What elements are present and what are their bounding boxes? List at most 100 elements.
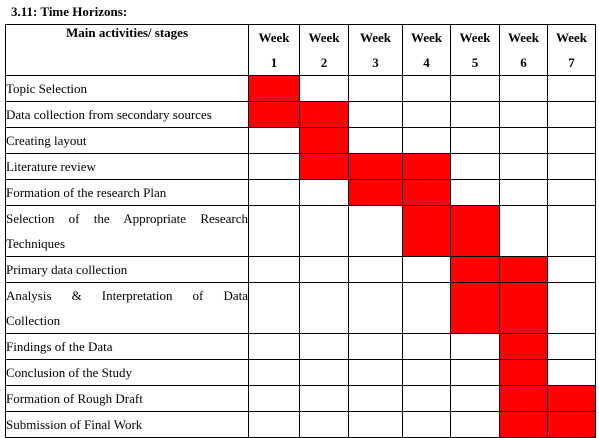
empty-week-cell (299, 411, 349, 438)
table-row: Literature review (5, 153, 596, 180)
scheduled-week-cell (499, 282, 548, 334)
empty-week-cell (299, 205, 349, 257)
empty-week-cell (248, 205, 300, 257)
activity-line: Topic Selection (6, 81, 88, 96)
empty-week-cell (299, 385, 349, 412)
scheduled-week-cell (499, 359, 548, 386)
empty-week-cell (499, 205, 548, 257)
empty-week-cell (402, 282, 451, 334)
activity-line: Formation of Rough Draft (6, 391, 143, 406)
empty-week-cell (450, 101, 500, 128)
scheduled-week-cell (348, 179, 403, 206)
scheduled-week-cell (299, 153, 349, 180)
scheduled-week-cell (299, 101, 349, 128)
header-row: Main activities/ stages Week 1 Week 2 Week 3 W… (5, 24, 596, 76)
table-row: Analysis & Interpretation of Data Collect… (5, 282, 596, 334)
activity-line: Techniques (6, 236, 66, 251)
empty-week-cell (402, 75, 451, 102)
scheduled-week-cell (402, 153, 451, 180)
scheduled-week-cell (402, 205, 451, 257)
table-row: Formation of Rough Draft (5, 385, 596, 412)
empty-week-cell (348, 205, 403, 257)
empty-week-cell (248, 359, 300, 386)
empty-week-cell (299, 75, 349, 102)
empty-week-cell (348, 282, 403, 334)
scheduled-week-cell (547, 385, 596, 412)
empty-week-cell (547, 101, 596, 128)
empty-week-cell (547, 153, 596, 180)
empty-week-cell (348, 256, 403, 283)
empty-week-cell (299, 256, 349, 283)
scheduled-week-cell (248, 75, 300, 102)
empty-week-cell (547, 359, 596, 386)
scheduled-week-cell (499, 385, 548, 412)
activity-line: Findings of the Data (6, 339, 113, 354)
activity-name: Conclusion of the Study (5, 359, 249, 386)
empty-week-cell (499, 127, 548, 154)
empty-week-cell (248, 127, 300, 154)
week-number: 6 (520, 55, 527, 70)
activity-line: Collection (6, 313, 61, 328)
table-row: Primary data collection (5, 256, 596, 283)
scheduled-week-cell (450, 282, 500, 334)
empty-week-cell (299, 179, 349, 206)
empty-week-cell (499, 179, 548, 206)
empty-week-cell (248, 385, 300, 412)
empty-week-cell (450, 75, 500, 102)
empty-week-cell (499, 101, 548, 128)
table-row: Selection of the Appropriate Research Tec… (5, 205, 596, 257)
week-header-7: Week 7 (547, 24, 596, 76)
activities-column-header: Main activities/ stages (5, 24, 249, 76)
scheduled-week-cell (299, 127, 349, 154)
empty-week-cell (348, 385, 403, 412)
activity-name: Primary data collection (5, 256, 249, 283)
table-row: Conclusion of the Study (5, 359, 596, 386)
scheduled-week-cell (499, 256, 548, 283)
activity-line: Submission of Final Work (6, 417, 143, 432)
empty-week-cell (450, 127, 500, 154)
empty-week-cell (348, 101, 403, 128)
empty-week-cell (547, 127, 596, 154)
activity-name: Creating layout (5, 127, 249, 154)
scheduled-week-cell (499, 333, 548, 360)
empty-week-cell (299, 359, 349, 386)
activity-line: Formation of the research Plan (6, 185, 167, 200)
week-number: 2 (320, 55, 328, 70)
table-row: Creating layout (5, 127, 596, 154)
week-header-4: Week 4 (402, 24, 451, 76)
empty-week-cell (348, 359, 403, 386)
empty-week-cell (299, 333, 349, 360)
week-header-6: Week 6 (499, 24, 548, 76)
week-header-3: Week 3 (348, 24, 403, 76)
empty-week-cell (450, 385, 500, 412)
empty-week-cell (348, 75, 403, 102)
scheduled-week-cell (248, 101, 300, 128)
empty-week-cell (547, 256, 596, 283)
activity-name: Analysis & Interpretation of Data Collect… (5, 282, 249, 334)
empty-week-cell (348, 333, 403, 360)
activity-line: Analysis & Interpretation of Data (6, 288, 248, 303)
week-header-5: Week 5 (450, 24, 500, 76)
week-number: 1 (270, 55, 278, 70)
week-label: Week (410, 30, 443, 45)
week-label: Week (459, 30, 491, 45)
scheduled-week-cell (450, 256, 500, 283)
activity-name: Topic Selection (5, 75, 249, 102)
empty-week-cell (248, 153, 300, 180)
activity-name: Formation of the research Plan (5, 179, 249, 206)
activity-name: Findings of the Data (5, 333, 249, 360)
scheduled-week-cell (348, 153, 403, 180)
activity-line: Primary data collection (6, 262, 128, 277)
table-row: Topic Selection (5, 75, 596, 102)
empty-week-cell (402, 359, 451, 386)
empty-week-cell (248, 282, 300, 334)
week-label: Week (555, 30, 588, 45)
empty-week-cell (299, 282, 349, 334)
week-number: 4 (423, 55, 430, 70)
week-header-2: Week 2 (299, 24, 349, 76)
week-label: Week (359, 30, 392, 45)
empty-week-cell (547, 282, 596, 334)
activity-line: Data collection from secondary sources (6, 107, 212, 122)
empty-week-cell (547, 179, 596, 206)
activity-line: Selection of the Appropriate Research (6, 211, 248, 226)
